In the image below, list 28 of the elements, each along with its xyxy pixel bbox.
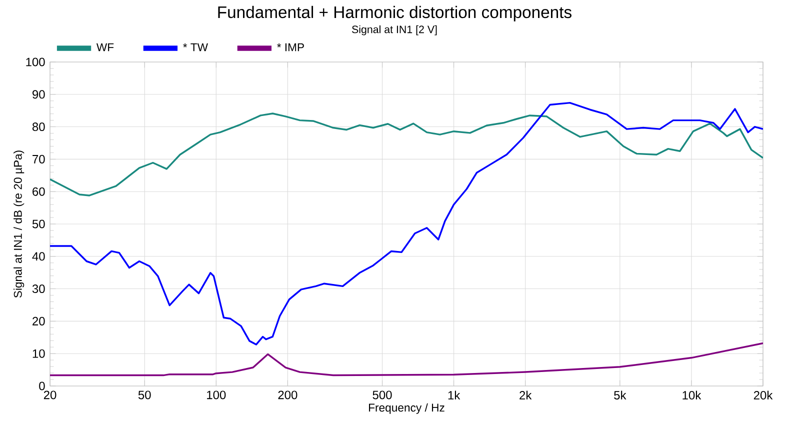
x-tick-label: 20 — [44, 390, 56, 400]
y-tick-label: 10 — [32, 349, 45, 358]
x-tick-label: 2k — [520, 390, 532, 400]
x-axis-title: Frequency / Hz — [369, 403, 444, 414]
chart-title: Fundamental + Harmonic distortion components — [218, 6, 572, 22]
y-tick-label: 0 — [39, 382, 45, 390]
legend-label: * IMP — [277, 43, 304, 52]
chart-subtitle: Signal at IN1 [2 V] — [352, 25, 437, 36]
x-tick-label: 10k — [682, 390, 702, 400]
x-tick-label: 100 — [207, 390, 226, 400]
y-axis-title: Signal at IN1 / dB (re 20 µPa) — [14, 150, 24, 298]
x-tick-label: 20k — [754, 390, 773, 400]
x-tick-label: 500 — [372, 390, 392, 400]
legend-label: WF — [96, 43, 114, 52]
x-tick-label: 200 — [278, 390, 298, 400]
y-tick-label: 100 — [26, 58, 45, 66]
x-tick-label: 1k — [448, 390, 460, 400]
y-tick-label: 30 — [32, 284, 45, 294]
y-tick-label: 20 — [32, 316, 45, 326]
y-tick-label: 50 — [32, 220, 45, 228]
legend-label: * TW — [183, 43, 208, 52]
x-tick-label: 50 — [138, 390, 151, 400]
y-tick-label: 70 — [32, 154, 45, 164]
y-tick-label: 90 — [32, 90, 45, 99]
y-tick-label: 80 — [32, 122, 45, 132]
y-tick-label: 40 — [32, 252, 45, 261]
x-tick-label: 5k — [614, 390, 626, 400]
y-tick-label: 60 — [32, 187, 45, 196]
